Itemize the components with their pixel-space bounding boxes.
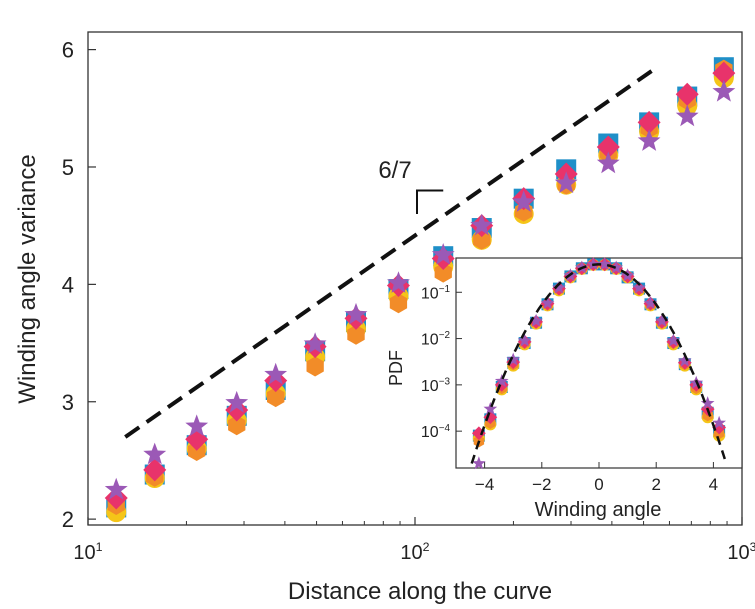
y-axis-label: Winding angle variance xyxy=(14,154,41,403)
data-point-hexagon xyxy=(347,324,365,345)
data-point-hexagon xyxy=(306,356,324,377)
y-tick-label: 5 xyxy=(62,155,74,180)
inset-data-point-star xyxy=(655,313,669,327)
y-tick-label: 4 xyxy=(62,272,74,297)
inset-x-axis-label: Winding angle xyxy=(535,499,662,521)
data-point-star xyxy=(225,390,249,413)
inset-data-point-star xyxy=(597,257,612,271)
data-point-star xyxy=(637,129,661,151)
data-point-star xyxy=(303,332,327,354)
x-axis-label: Distance along the curve xyxy=(288,578,552,605)
inset-data-point-diamond xyxy=(483,410,498,425)
data-point-hexagon xyxy=(389,293,408,314)
main-chart: 2 3 4 5 6 101 102 103 xyxy=(62,31,755,564)
inset-data-point-diamond xyxy=(712,420,727,435)
inset-y-tick-label: 10−4 xyxy=(421,423,451,441)
inset-data-point-star xyxy=(552,280,566,294)
data-point-star xyxy=(512,190,536,212)
data-point-star xyxy=(185,414,209,437)
data-point-star xyxy=(712,79,736,102)
data-point-star xyxy=(470,213,494,236)
data-point-star xyxy=(344,302,368,325)
data-point-diamond xyxy=(143,458,167,482)
inset-y-tick-label: 10−3 xyxy=(421,376,451,394)
data-point-star xyxy=(143,442,167,465)
data-point-hexagon xyxy=(434,262,452,283)
inset-data-point-star xyxy=(609,260,623,274)
x-tick-label: 101 xyxy=(73,540,102,564)
inset-data-point-star xyxy=(678,353,692,367)
data-point-diamond xyxy=(104,486,128,510)
data-point-star xyxy=(675,104,699,127)
data-point-star xyxy=(104,477,128,500)
data-point-hexagon xyxy=(267,387,285,408)
inset-data-point-star xyxy=(506,352,520,366)
data-point-diamond xyxy=(712,61,736,85)
data-point-hexagon xyxy=(228,415,246,436)
inset-data-point-star xyxy=(472,456,486,470)
inset-y-tick-label: 10−2 xyxy=(421,330,451,348)
inset-data-point-star xyxy=(483,401,498,415)
inset-x-tick-label: −2 xyxy=(532,475,551,494)
slope-guide-line xyxy=(124,65,659,439)
inset-data-point-star xyxy=(643,296,658,310)
inset-data-point-star xyxy=(712,415,726,429)
x-tick-label: 102 xyxy=(400,540,429,564)
inset-data-point-star xyxy=(517,333,532,347)
data-point-diamond xyxy=(675,82,699,106)
data-point-star xyxy=(431,243,455,265)
inset-x-tick-label: 2 xyxy=(651,475,660,494)
inset-data-point-star xyxy=(540,296,555,310)
data-point-diamond xyxy=(596,135,620,159)
x-tick-label: 103 xyxy=(727,540,755,564)
inset-x-tick-label: 0 xyxy=(594,475,603,494)
inset-data-point-star xyxy=(632,280,646,294)
data-point-diamond xyxy=(225,398,249,422)
slope-label: 6/7 xyxy=(378,157,411,184)
y-tick-label: 3 xyxy=(62,390,74,415)
y-tick-label: 6 xyxy=(62,38,74,63)
inset-fit-curve xyxy=(470,263,728,464)
inset-y-tick-label: 10−1 xyxy=(421,284,451,302)
inset-x-tick-label: 4 xyxy=(709,475,718,494)
data-point-diamond xyxy=(637,110,661,134)
data-point-star xyxy=(387,271,410,293)
inset-chart: 10−1 10−2 10−3 10−4 −4 −2 0 2 4 xyxy=(421,257,743,494)
data-point-star xyxy=(264,362,288,385)
data-point-star xyxy=(596,151,620,174)
data-point-hexagon xyxy=(473,229,491,250)
inset-data-point-star xyxy=(666,333,681,347)
slope-triangle xyxy=(416,189,444,214)
y-tick-label: 2 xyxy=(62,507,74,532)
inset-data-point-star xyxy=(700,396,715,410)
data-point-star xyxy=(554,171,578,194)
inset-y-axis-label: PDF xyxy=(386,350,406,386)
inset-x-tick-label: −4 xyxy=(475,475,494,494)
inset-data-point-star xyxy=(494,374,509,387)
inset-frame xyxy=(455,257,743,469)
inset-data-point-star xyxy=(529,313,543,327)
